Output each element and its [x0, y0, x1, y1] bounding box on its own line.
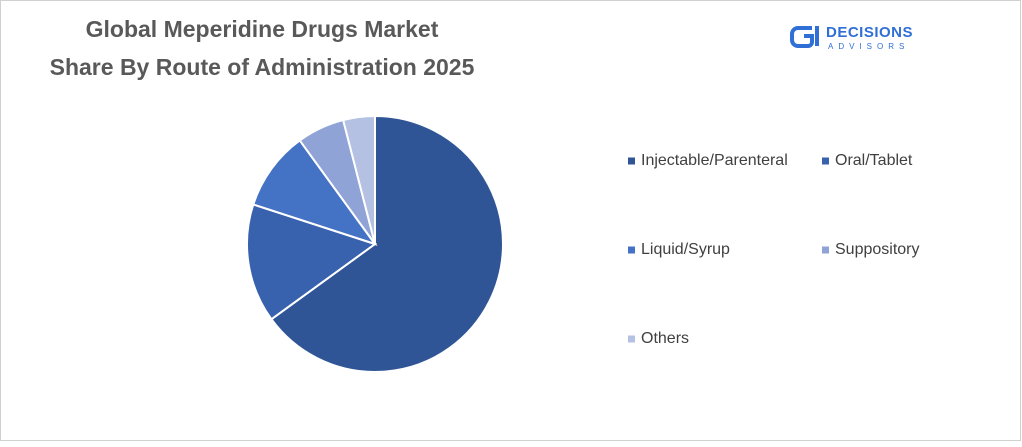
logo: DECISIONS ADVISORS: [790, 24, 913, 51]
legend-label: Others: [641, 330, 689, 347]
legend-label: Injectable/Parenteral: [641, 152, 788, 169]
legend-label: Liquid/Syrup: [641, 241, 730, 258]
logo-icon: [790, 26, 814, 48]
pie-slice: [341, 114, 376, 245]
pie-slice: [270, 114, 504, 373]
legend-marker: [822, 246, 829, 254]
chart-title: Global Meperidine Drugs Market: [86, 16, 439, 42]
legend-label: Suppository: [835, 241, 920, 258]
legend-marker: [628, 335, 635, 343]
logo-name: DECISIONS: [826, 24, 913, 41]
legend-marker: [628, 157, 635, 165]
pie-slice: [252, 139, 378, 246]
legend-marker: [628, 246, 635, 254]
logo-icon: [815, 26, 819, 46]
pie-slice: [246, 203, 378, 321]
legend-label: Oral/Tablet: [835, 152, 913, 169]
chart-title: Share By Route of Administration 2025: [50, 54, 475, 80]
logo-tagline: ADVISORS: [828, 42, 909, 51]
legend-marker: [822, 157, 829, 165]
